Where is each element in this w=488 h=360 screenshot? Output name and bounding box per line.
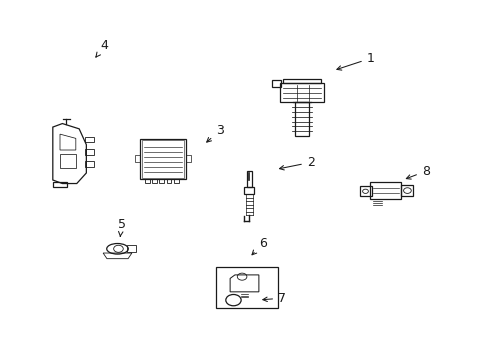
Bar [85, 136, 94, 142]
Bar [166, 179, 171, 183]
Text: 5: 5 [117, 218, 125, 237]
Bar [246, 171, 251, 187]
Text: 3: 3 [206, 124, 223, 142]
Bar [142, 140, 183, 178]
Text: 6: 6 [251, 237, 266, 255]
Bar [215, 267, 278, 308]
Bar [401, 185, 412, 196]
Bar [145, 179, 149, 183]
Bar [244, 187, 254, 194]
Text: 1: 1 [336, 52, 374, 70]
Bar [152, 179, 157, 183]
Bar [185, 155, 190, 162]
Bar [85, 149, 94, 154]
Text: 7: 7 [262, 292, 285, 305]
Text: 8: 8 [406, 165, 429, 179]
Bar [359, 186, 371, 196]
Bar [140, 139, 185, 179]
Bar [135, 155, 140, 162]
Text: 4: 4 [96, 40, 108, 57]
Bar [369, 182, 401, 199]
Text: 2: 2 [279, 156, 314, 170]
Bar [295, 102, 308, 136]
Bar [271, 80, 281, 86]
Bar [85, 161, 94, 167]
Bar [127, 245, 136, 252]
Bar [159, 179, 164, 183]
Bar [53, 182, 67, 187]
Bar [173, 179, 178, 183]
Bar [280, 83, 323, 102]
Bar [282, 79, 321, 83]
